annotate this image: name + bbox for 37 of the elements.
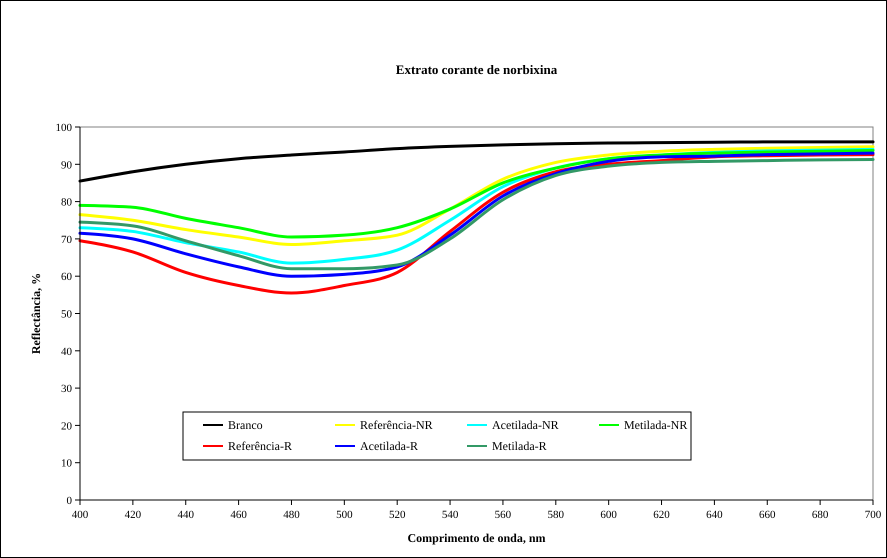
x-tick-label: 400 — [72, 509, 89, 521]
y-tick-label: 80 — [61, 196, 72, 209]
x-tick-label: 680 — [812, 509, 829, 521]
x-tick-label: 540 — [442, 509, 459, 521]
y-tick-label: 10 — [61, 458, 72, 470]
legend-label: Metilada-R — [492, 439, 547, 453]
y-tick-label: 100 — [56, 122, 72, 134]
x-tick-label: 700 — [864, 509, 882, 521]
legend-label: Branco — [228, 418, 263, 432]
x-tick-label: 520 — [388, 509, 406, 521]
x-axis-title: Comprimento de onda, nm — [407, 531, 546, 545]
x-tick-label: 480 — [283, 509, 300, 521]
legend-label: Referência-R — [228, 439, 292, 453]
y-tick-label: 40 — [61, 346, 72, 358]
chart-title: Extrato corante de norbixina — [396, 62, 558, 77]
x-tick-label: 560 — [494, 509, 512, 521]
x-tick-label: 500 — [336, 509, 354, 521]
y-tick-label: 20 — [61, 420, 72, 432]
y-tick-label: 90 — [61, 159, 72, 172]
y-tick-label: 0 — [66, 495, 72, 507]
y-axis-title: Reflectância, % — [29, 272, 43, 354]
legend-label: Metilada-NR — [624, 418, 688, 432]
legend-label: Referência-NR — [360, 418, 433, 432]
x-tick-label: 640 — [706, 509, 724, 521]
x-tick-label: 460 — [230, 509, 248, 521]
y-tick-label: 60 — [61, 271, 72, 284]
y-tick-label: 30 — [61, 383, 72, 396]
legend-label: Acetilada-R — [360, 439, 418, 453]
x-tick-label: 420 — [124, 509, 142, 521]
x-tick-label: 580 — [548, 509, 565, 521]
x-tick-label: 660 — [759, 509, 776, 521]
x-tick-label: 440 — [177, 509, 194, 521]
y-tick-label: 70 — [61, 234, 72, 246]
legend-label: Acetilada-NR — [492, 418, 559, 432]
x-tick-label: 620 — [653, 509, 670, 521]
x-tick-label: 600 — [600, 509, 618, 521]
y-tick-label: 50 — [61, 308, 72, 320]
